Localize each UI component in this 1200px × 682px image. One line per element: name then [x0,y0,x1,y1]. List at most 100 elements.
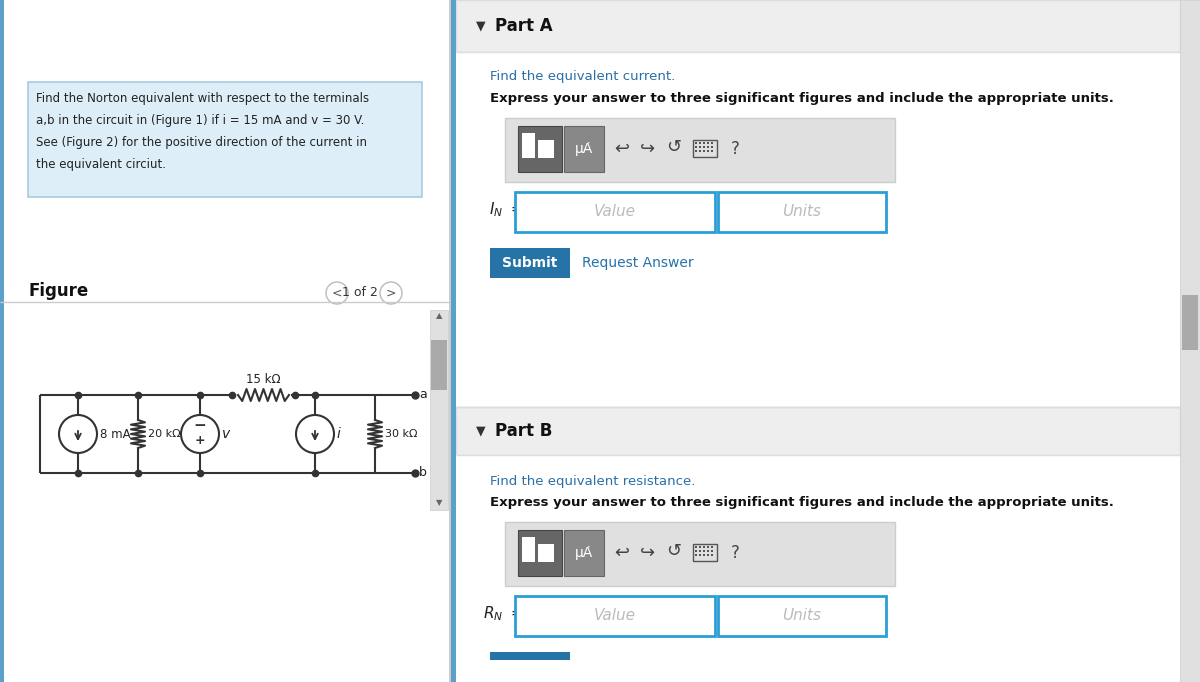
Bar [695,142,697,144]
Bar [710,146,713,148]
Text: b: b [419,466,427,479]
Bar [522,133,535,158]
Bar [505,522,895,586]
Bar [236,388,292,402]
Text: +: + [194,434,205,447]
Bar [698,546,701,548]
Bar [698,150,701,152]
Bar [130,420,148,448]
Circle shape [181,415,220,453]
Bar [695,146,697,148]
Bar [703,146,706,148]
Text: 8 mA: 8 mA [100,428,131,441]
Text: ↺: ↺ [666,138,682,156]
Text: 30 kΩ: 30 kΩ [385,429,418,439]
Bar [451,0,456,682]
Bar [695,150,697,152]
Bar [695,550,697,552]
Bar [707,546,709,548]
Bar [518,126,562,172]
Text: Value: Value [594,608,636,623]
Text: Part B: Part B [496,422,552,440]
Bar [707,554,709,556]
Bar [703,546,706,548]
Text: Express your answer to three significant figures and include the appropriate uni: Express your answer to three significant… [490,92,1114,105]
Bar [515,596,715,636]
Bar [538,140,554,158]
Text: ↪: ↪ [641,544,655,562]
Text: $R_N$: $R_N$ [482,605,503,623]
Bar [710,554,713,556]
Text: i: i [337,427,341,441]
Text: the equivalent circiut.: the equivalent circiut. [36,158,166,171]
Bar [718,192,886,232]
Bar [710,546,713,548]
Text: ?: ? [731,140,739,158]
Text: ↩: ↩ [614,544,630,562]
Text: Value: Value [594,205,636,220]
Bar [564,126,604,172]
Text: a: a [419,389,427,402]
Text: ↺: ↺ [666,542,682,560]
Bar [694,544,718,561]
Text: a,b in the circuit in (Figure 1) if i = 15 mA and v = 30 V.: a,b in the circuit in (Figure 1) if i = … [36,114,365,127]
Text: Express your answer to three significant figures and include the appropriate uni: Express your answer to three significant… [490,496,1114,509]
Bar [707,146,709,148]
Bar [0,0,450,682]
Text: ▼: ▼ [436,499,443,507]
Circle shape [326,282,348,304]
Text: Units: Units [782,608,822,623]
Text: μȦ: μȦ [575,546,593,560]
Text: Figure: Figure [28,282,89,300]
Text: $I_N$: $I_N$ [488,201,503,220]
Bar [710,550,713,552]
Bar [695,546,697,548]
Bar [707,142,709,144]
Bar [698,142,701,144]
Text: ↪: ↪ [641,140,655,158]
Text: =: = [506,606,523,621]
Text: >: > [385,286,396,299]
Bar [0,0,4,682]
Bar [710,150,713,152]
Bar [456,52,1180,407]
Text: ▼: ▼ [476,20,486,33]
Bar [707,550,709,552]
Text: −: − [193,419,206,434]
Bar [698,146,701,148]
Text: Find the equivalent current.: Find the equivalent current. [490,70,676,83]
Text: Request Answer: Request Answer [582,256,694,270]
Text: μȦ: μȦ [575,142,593,156]
Text: Submit: Submit [503,256,558,270]
Bar [694,140,718,157]
Bar [430,310,448,510]
Bar [456,0,1200,682]
Bar [366,420,384,448]
Bar [456,407,1180,455]
Text: <: < [331,286,342,299]
Bar [698,550,701,552]
Bar [564,530,604,576]
Bar [1182,295,1198,350]
Bar [695,554,697,556]
Bar [698,554,701,556]
Text: ?: ? [731,544,739,562]
Bar [703,550,706,552]
Text: v: v [222,427,230,441]
Text: ↩: ↩ [614,140,630,158]
Text: 1 of 2: 1 of 2 [342,286,378,299]
Bar [505,118,895,182]
Text: 20 kΩ: 20 kΩ [148,429,181,439]
Bar [490,248,570,278]
Bar [490,652,570,660]
Text: 15 kΩ: 15 kΩ [246,373,281,386]
Bar [538,544,554,562]
Text: =: = [506,203,523,218]
Text: ▼: ▼ [476,424,486,437]
Text: Find the equivalent resistance.: Find the equivalent resistance. [490,475,695,488]
Text: Part A: Part A [496,17,553,35]
Bar [1180,0,1200,682]
Circle shape [59,415,97,453]
Text: ▲: ▲ [436,312,443,321]
Bar [449,0,451,682]
